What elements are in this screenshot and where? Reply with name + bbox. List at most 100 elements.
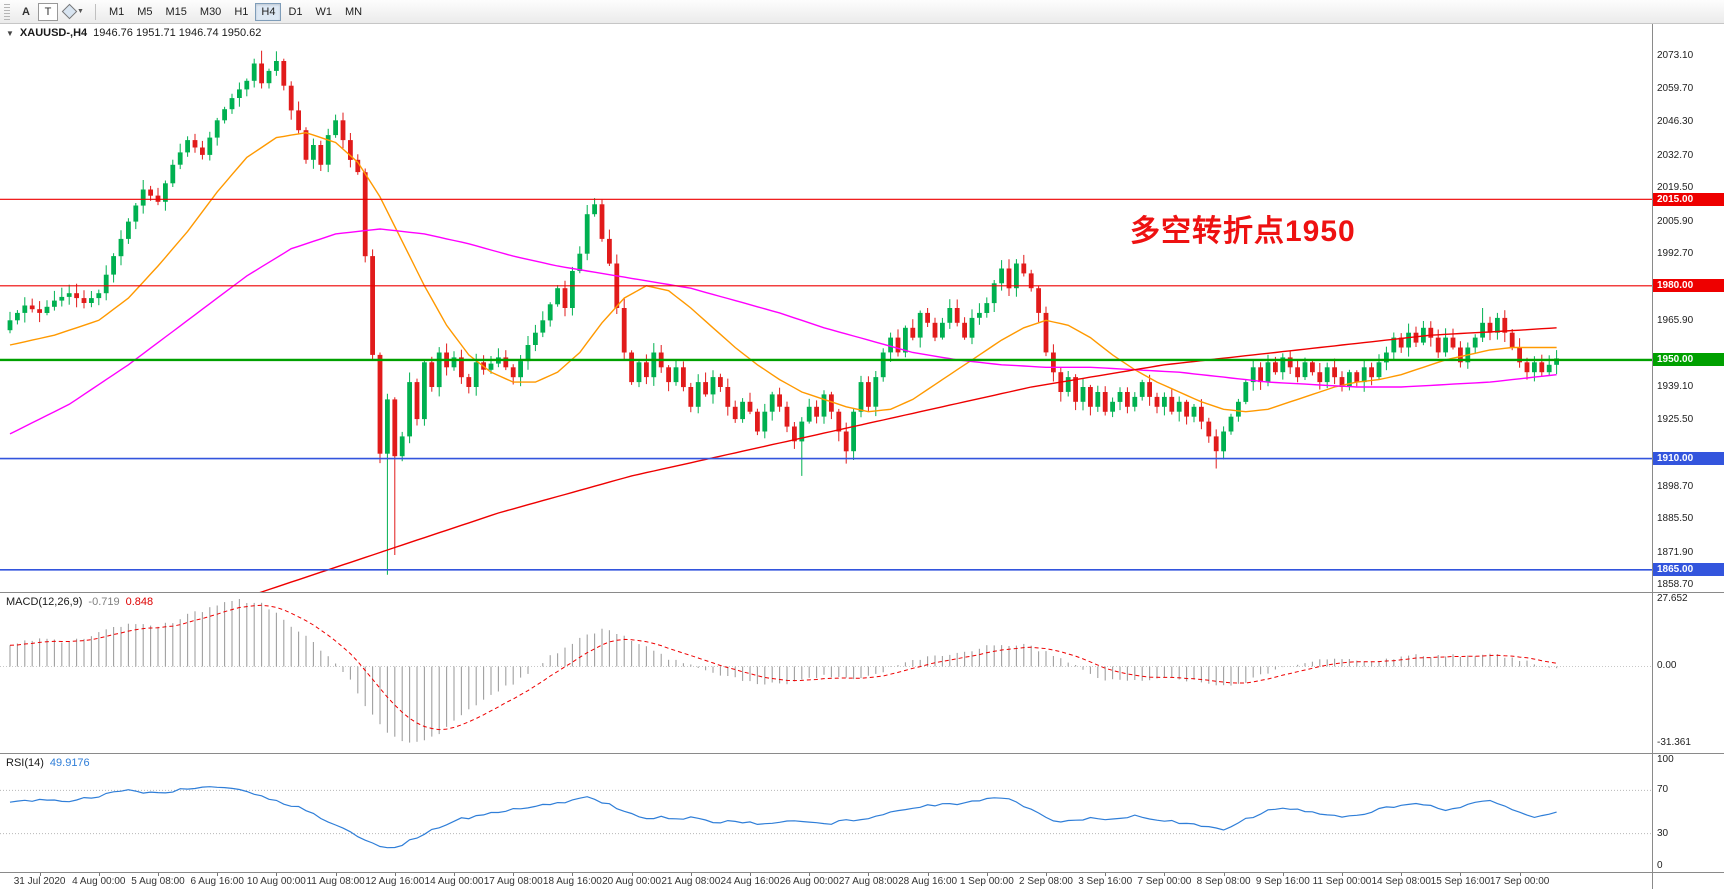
- candle-body: [533, 332, 538, 345]
- rsi-canvas[interactable]: [0, 754, 1652, 872]
- candle-body: [799, 421, 805, 442]
- candle-body: [917, 312, 923, 338]
- rsi-scale[interactable]: 100 70 30 0: [1653, 753, 1724, 872]
- candle-body: [555, 288, 560, 305]
- timeframe-m1-button[interactable]: M1: [103, 3, 130, 21]
- time-tick: [217, 873, 219, 876]
- candle-body: [762, 411, 768, 432]
- candle-body: [925, 312, 930, 323]
- time-label: 4 Aug 00:00: [72, 876, 126, 887]
- shapes-tool-button[interactable]: ▼: [60, 3, 88, 21]
- macd-canvas[interactable]: [0, 593, 1652, 753]
- candle-body: [969, 317, 975, 338]
- time-label: 26 Aug 00:00: [779, 876, 839, 887]
- price-line-tag: 1980.00: [1653, 279, 1724, 293]
- candle-body: [851, 411, 856, 452]
- toolbar-drag-handle[interactable]: [4, 3, 10, 20]
- scale-tick-label: 2032.70: [1657, 149, 1694, 161]
- candle-body: [1169, 396, 1175, 412]
- candle-body: [1524, 362, 1530, 373]
- time-label: 5 Aug 08:00: [131, 876, 185, 887]
- candle-body: [281, 61, 287, 86]
- candle-body: [133, 205, 139, 222]
- candle-body: [251, 63, 257, 81]
- candle-body: [1250, 367, 1256, 383]
- candle-body: [140, 189, 146, 206]
- candle-body: [1421, 327, 1426, 343]
- timeframe-m30-button[interactable]: M30: [194, 3, 227, 21]
- main-price-scale[interactable]: 2073.10 2059.70 2046.30 2032.70 2019.50 2005.…: [1653, 24, 1724, 592]
- candle-body: [296, 110, 301, 131]
- price-scale-column[interactable]: 2073.10 2059.70 2046.30 2032.70 2019.50 2005.…: [1652, 24, 1724, 889]
- time-label: 2 Sep 08:00: [1019, 876, 1073, 887]
- candle-body: [118, 238, 124, 257]
- candle-body: [414, 382, 420, 420]
- timeframe-w1-button[interactable]: W1: [310, 3, 339, 21]
- timeframe-mn-button[interactable]: MN: [339, 3, 368, 21]
- candle-body: [1139, 382, 1145, 397]
- candle-body: [1147, 382, 1152, 397]
- candle-body: [1213, 436, 1219, 452]
- rsi-line: [9, 786, 1557, 849]
- candle-body: [888, 337, 893, 353]
- time-tick: [986, 873, 988, 876]
- candle-body: [1310, 362, 1315, 373]
- candle-body: [1347, 372, 1352, 387]
- timeframe-d1-button[interactable]: D1: [282, 3, 308, 21]
- timeframe-h1-button[interactable]: H1: [228, 3, 254, 21]
- price-line-tag: 1910.00: [1653, 452, 1724, 466]
- timeframe-h4-button[interactable]: H4: [255, 2, 282, 21]
- rsi-panel[interactable]: RSI(14) 49.9176: [0, 753, 1652, 872]
- timeframe-m15-button[interactable]: M15: [160, 3, 193, 21]
- candle-body: [392, 399, 398, 457]
- time-label: 14 Sep 08:00: [1371, 876, 1431, 887]
- time-tick: [1105, 873, 1107, 876]
- candle-body: [1495, 317, 1500, 333]
- candle-body: [148, 189, 153, 196]
- candle-body: [1480, 322, 1485, 338]
- candle-body: [1354, 372, 1360, 383]
- candle-body: [562, 288, 568, 308]
- candle-body: [592, 204, 597, 215]
- text-tool-button[interactable]: T: [38, 2, 58, 21]
- time-tick: [1164, 873, 1166, 876]
- time-tick: [572, 873, 574, 876]
- time-label: 15 Sep 16:00: [1430, 876, 1491, 887]
- main-chart-canvas[interactable]: [0, 24, 1652, 592]
- main-chart-panel[interactable]: ▼ XAUUSD-,H4 1946.76 1951.71 1946.74 195…: [0, 24, 1652, 592]
- time-axis[interactable]: 31 Jul 2020 4 Aug 00:00 5 Aug 08:00 6 Aug 1…: [0, 872, 1652, 889]
- candle-body: [621, 308, 627, 353]
- macd-panel[interactable]: MACD(12,26,9) -0.719 0.848: [0, 592, 1652, 753]
- macd-scale[interactable]: 27.652 0.00 -31.361: [1653, 592, 1724, 753]
- candle-body: [1110, 401, 1115, 412]
- candle-body: [1125, 392, 1130, 407]
- collapse-triangle-icon[interactable]: ▼: [6, 28, 14, 38]
- candle-body: [1472, 337, 1478, 348]
- candle-body: [244, 80, 250, 90]
- chart-annotation-text[interactable]: 多空转折点1950: [1130, 215, 1356, 248]
- candle-body: [1384, 352, 1389, 363]
- scale-tick-label: 2005.90: [1657, 215, 1694, 227]
- candle-body: [940, 322, 945, 338]
- candle-body: [540, 320, 546, 333]
- annotation-tool-button[interactable]: A: [16, 3, 36, 21]
- candle-body: [991, 283, 997, 304]
- candle-body: [111, 256, 116, 275]
- scale-tick-label: 1965.90: [1657, 314, 1694, 326]
- candle-body: [1413, 332, 1419, 343]
- candle-body: [1554, 358, 1559, 365]
- candle-body: [1502, 317, 1508, 333]
- candle-body: [1036, 288, 1041, 313]
- axis-corner: [1653, 872, 1724, 889]
- candle-body: [547, 304, 553, 321]
- plots-column: ▼ XAUUSD-,H4 1946.76 1951.71 1946.74 195…: [0, 24, 1652, 889]
- candle-body: [1080, 387, 1086, 402]
- candle-body: [1398, 337, 1404, 348]
- timeframe-m5-button[interactable]: M5: [131, 3, 158, 21]
- candle-body: [1443, 337, 1448, 353]
- ohlc-values-label: 1946.76 1951.71 1946.74 1950.62: [93, 27, 262, 39]
- candle-body: [866, 382, 871, 407]
- candle-body: [1458, 347, 1463, 363]
- time-tick: [1342, 873, 1343, 876]
- candle-body: [348, 140, 353, 160]
